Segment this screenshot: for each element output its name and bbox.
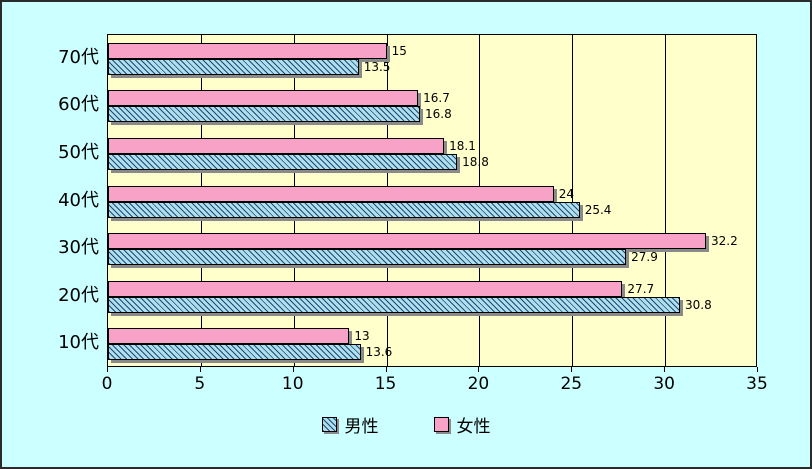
x-axis-tick <box>107 367 108 372</box>
male-bar <box>108 201 580 218</box>
data-label: 16.7 <box>423 91 450 106</box>
data-label: 30.8 <box>685 297 712 312</box>
x-axis-label: 0 <box>101 374 113 394</box>
data-label: 16.8 <box>425 107 452 122</box>
data-label: 13.5 <box>363 59 391 74</box>
legend-label-female: 女性 <box>456 417 491 437</box>
data-label: 18.8 <box>462 154 489 169</box>
x-axis-label: 20 <box>467 374 490 394</box>
female-series-swatch <box>433 417 449 432</box>
x-axis-tick <box>292 367 294 372</box>
x-axis-tick <box>385 367 387 372</box>
y-axis-label: 40代 <box>58 189 99 211</box>
gridline <box>665 35 667 366</box>
y-axis-label: 10代 <box>58 332 99 354</box>
data-label: 25.4 <box>584 202 612 217</box>
legend-label-male: 男性 <box>344 417 379 437</box>
data-label: 24 <box>558 186 574 201</box>
x-axis-label: 30 <box>653 374 675 394</box>
plot-area: 15 13.5 16.7 16.8 18.1 18.8 24 25.4 32.2 27.9 27.7… <box>107 34 757 367</box>
male-series-swatch <box>321 417 337 432</box>
data-label: 27.7 <box>627 281 655 296</box>
data-label: 13.6 <box>365 345 393 360</box>
y-axis-label: 30代 <box>58 237 99 259</box>
data-label: 15 <box>391 43 407 58</box>
female-bar <box>108 280 623 297</box>
x-axis-label: 25 <box>560 374 583 394</box>
female-bar <box>108 137 445 154</box>
female-bar <box>108 328 350 345</box>
male-bar <box>108 58 359 75</box>
x-axis-tick <box>664 367 666 372</box>
y-axis-label: 50代 <box>58 141 99 163</box>
legend-item-female: 女性 <box>433 412 491 437</box>
data-label: 32.2 <box>711 234 738 249</box>
y-axis-label: 20代 <box>58 284 99 306</box>
x-axis-tick <box>199 367 201 372</box>
male-bar <box>108 344 361 361</box>
male-bar <box>108 106 420 123</box>
male-bar <box>108 296 680 313</box>
x-axis-label: 5 <box>194 374 206 394</box>
legend: 男性 女性 <box>2 412 810 437</box>
x-axis-tick <box>571 367 573 372</box>
x-axis-tick <box>757 367 758 372</box>
male-bar <box>108 249 627 266</box>
female-bar <box>108 42 387 59</box>
gridline <box>572 35 574 366</box>
data-label: 27.9 <box>631 250 658 265</box>
female-bar <box>108 233 706 250</box>
x-axis-label: 35 <box>746 374 768 394</box>
x-axis-label: 15 <box>374 374 397 394</box>
x-axis-tick <box>478 367 480 372</box>
legend-item-male: 男性 <box>321 412 379 437</box>
x-axis-label: 10 <box>281 374 304 394</box>
data-label: 18.1 <box>449 138 476 153</box>
y-axis-label: 60代 <box>58 94 99 116</box>
data-label: 13 <box>354 329 370 344</box>
female-bar <box>108 185 554 202</box>
female-bar <box>108 90 419 107</box>
male-bar <box>108 153 458 170</box>
y-axis-label: 70代 <box>58 46 99 68</box>
